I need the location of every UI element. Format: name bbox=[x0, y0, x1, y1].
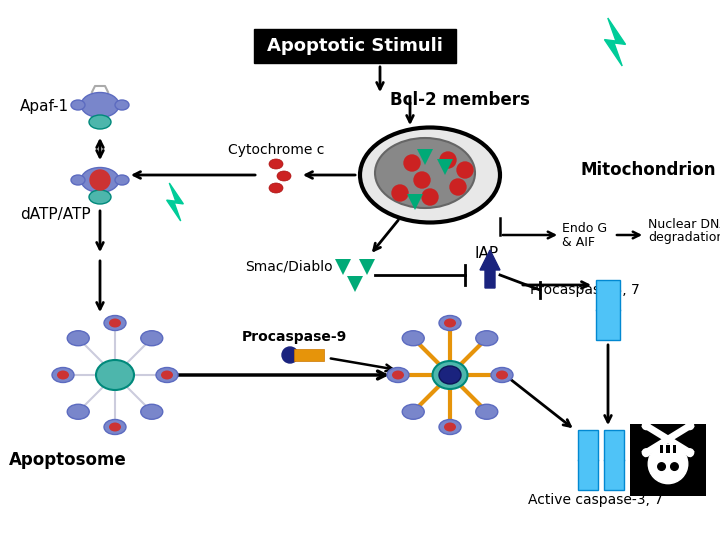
Ellipse shape bbox=[161, 370, 173, 380]
Circle shape bbox=[686, 422, 693, 429]
Circle shape bbox=[457, 162, 473, 178]
Ellipse shape bbox=[387, 368, 409, 382]
Text: Smac/Diablo: Smac/Diablo bbox=[245, 260, 333, 274]
Ellipse shape bbox=[67, 330, 89, 346]
Ellipse shape bbox=[57, 370, 69, 380]
Ellipse shape bbox=[269, 183, 283, 193]
Text: Apaf-1: Apaf-1 bbox=[20, 99, 69, 114]
Text: Bcl-2 members: Bcl-2 members bbox=[390, 91, 530, 109]
Text: Active caspase-3, 7: Active caspase-3, 7 bbox=[528, 493, 663, 507]
Circle shape bbox=[642, 422, 650, 429]
Ellipse shape bbox=[104, 420, 126, 435]
Bar bbox=[654, 444, 683, 454]
Circle shape bbox=[642, 449, 650, 456]
Bar bbox=[672, 445, 676, 453]
Circle shape bbox=[282, 347, 298, 363]
Text: & AIF: & AIF bbox=[562, 235, 595, 248]
Ellipse shape bbox=[491, 368, 513, 382]
Ellipse shape bbox=[115, 100, 129, 110]
Circle shape bbox=[658, 463, 665, 470]
Circle shape bbox=[648, 444, 688, 484]
Ellipse shape bbox=[81, 167, 119, 192]
Polygon shape bbox=[166, 183, 184, 221]
Bar bbox=[596, 280, 620, 340]
Bar bbox=[294, 349, 324, 361]
Circle shape bbox=[392, 185, 408, 201]
Circle shape bbox=[404, 155, 420, 171]
Text: Cytochrome c: Cytochrome c bbox=[228, 143, 325, 157]
Text: Endo G: Endo G bbox=[562, 221, 607, 234]
Circle shape bbox=[670, 463, 678, 470]
FancyBboxPatch shape bbox=[254, 29, 456, 63]
Ellipse shape bbox=[375, 138, 475, 208]
Text: Apoptosome: Apoptosome bbox=[9, 451, 127, 469]
Ellipse shape bbox=[96, 360, 134, 390]
Ellipse shape bbox=[402, 330, 424, 346]
Text: dATP/ATP: dATP/ATP bbox=[20, 207, 91, 222]
Ellipse shape bbox=[402, 404, 424, 419]
Ellipse shape bbox=[67, 404, 89, 419]
Text: degradation: degradation bbox=[648, 232, 720, 245]
Ellipse shape bbox=[89, 190, 111, 204]
Polygon shape bbox=[480, 250, 500, 288]
Ellipse shape bbox=[439, 366, 461, 384]
Ellipse shape bbox=[476, 330, 498, 346]
Ellipse shape bbox=[156, 368, 178, 382]
Text: Procaspase-3, 7: Procaspase-3, 7 bbox=[530, 283, 640, 297]
Ellipse shape bbox=[52, 368, 74, 382]
Text: IAP: IAP bbox=[475, 246, 499, 260]
Circle shape bbox=[440, 152, 456, 168]
Ellipse shape bbox=[109, 319, 121, 327]
Ellipse shape bbox=[104, 315, 126, 330]
Circle shape bbox=[686, 449, 693, 456]
Ellipse shape bbox=[115, 175, 129, 185]
Bar bbox=[604, 430, 624, 490]
Ellipse shape bbox=[141, 404, 163, 419]
Bar bbox=[578, 430, 598, 490]
Bar bbox=[660, 445, 663, 453]
Circle shape bbox=[450, 179, 466, 195]
Ellipse shape bbox=[496, 370, 508, 380]
Polygon shape bbox=[605, 18, 626, 66]
Ellipse shape bbox=[439, 420, 461, 435]
Ellipse shape bbox=[439, 315, 461, 330]
Ellipse shape bbox=[476, 404, 498, 419]
Ellipse shape bbox=[71, 100, 85, 110]
Polygon shape bbox=[359, 259, 375, 275]
Circle shape bbox=[414, 172, 430, 188]
Ellipse shape bbox=[444, 422, 456, 431]
Ellipse shape bbox=[109, 422, 121, 431]
Ellipse shape bbox=[269, 159, 283, 169]
Circle shape bbox=[422, 189, 438, 205]
Polygon shape bbox=[417, 149, 433, 165]
Ellipse shape bbox=[81, 92, 119, 118]
Polygon shape bbox=[347, 276, 363, 292]
Ellipse shape bbox=[141, 330, 163, 346]
Polygon shape bbox=[407, 194, 423, 210]
Ellipse shape bbox=[392, 370, 404, 380]
Text: Apoptotic Stimuli: Apoptotic Stimuli bbox=[267, 37, 443, 55]
Text: Nuclear DNA: Nuclear DNA bbox=[648, 219, 720, 232]
Polygon shape bbox=[437, 159, 453, 175]
Ellipse shape bbox=[71, 175, 85, 185]
Polygon shape bbox=[335, 259, 351, 275]
Ellipse shape bbox=[360, 127, 500, 222]
Text: Mitochondrion: Mitochondrion bbox=[580, 161, 716, 179]
Text: Procaspase-9: Procaspase-9 bbox=[242, 330, 347, 344]
Ellipse shape bbox=[277, 171, 291, 181]
Ellipse shape bbox=[444, 319, 456, 327]
Ellipse shape bbox=[89, 115, 111, 129]
Bar bbox=[666, 445, 670, 453]
Bar bbox=[630, 424, 706, 496]
Circle shape bbox=[90, 170, 110, 190]
Ellipse shape bbox=[433, 361, 467, 389]
